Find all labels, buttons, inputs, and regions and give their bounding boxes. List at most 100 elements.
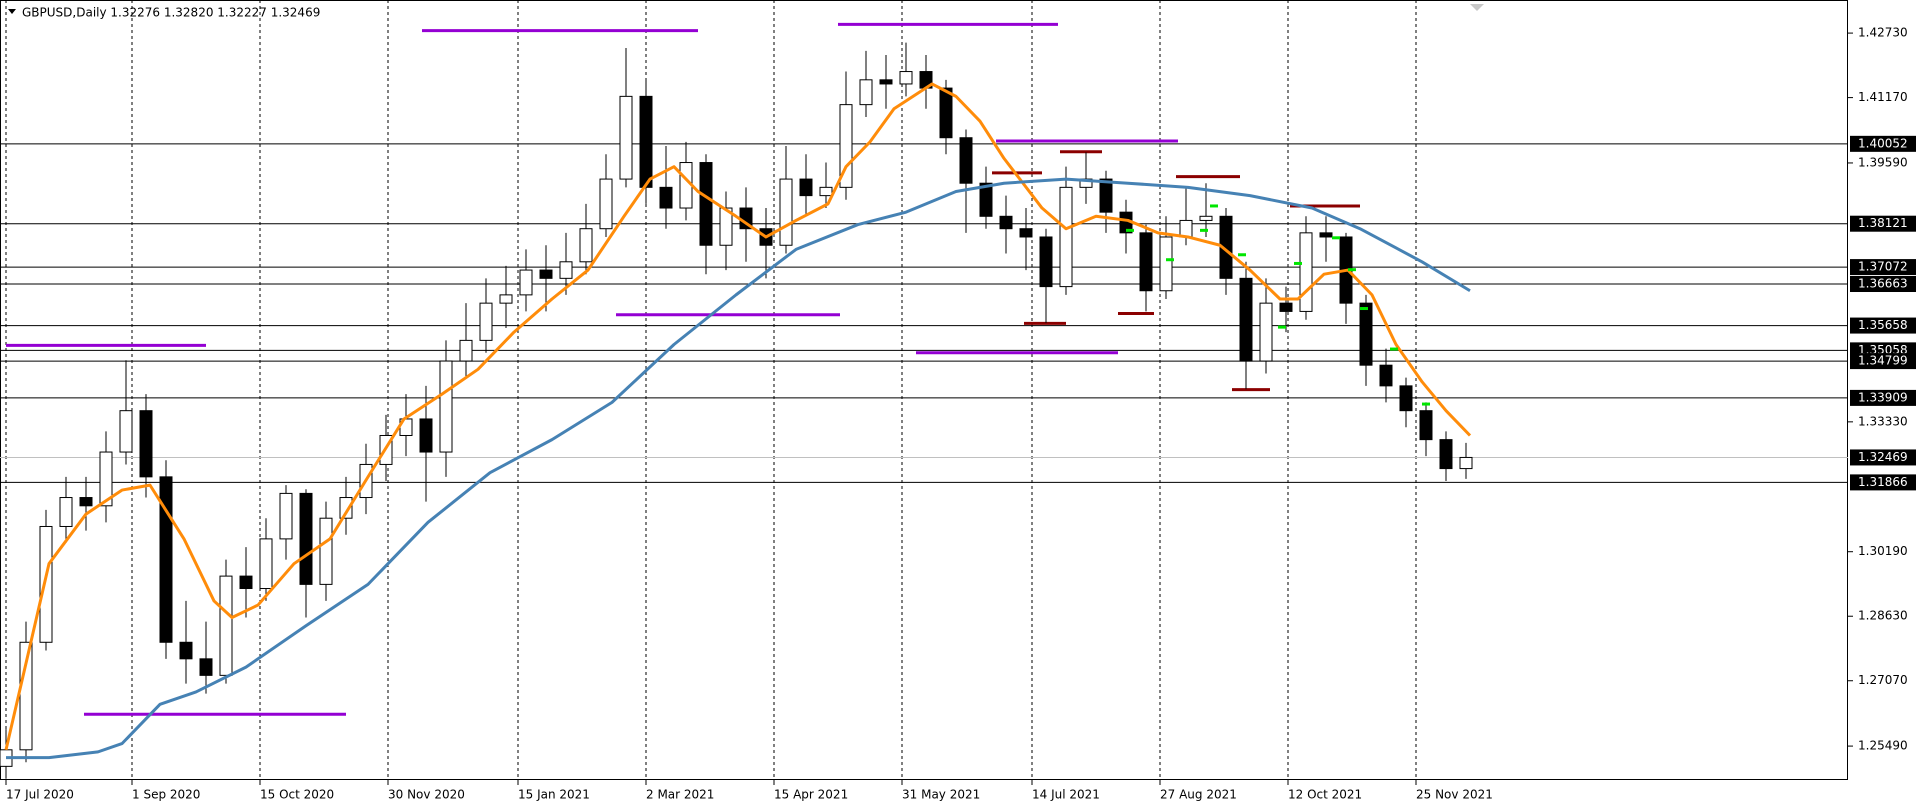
y-tick-label: 1.41170 [1858,90,1908,104]
candle-body [939,87,953,139]
candle-body [559,261,573,279]
candle-body [639,95,653,188]
candle-body [799,178,813,197]
candle-body [1459,456,1473,470]
candle-body [1159,236,1173,292]
y-tick-label: 1.25490 [1858,739,1908,753]
y-tick-label: 1.28630 [1858,609,1908,623]
candle-body [499,294,513,304]
candle-body [519,269,533,296]
candle-body [279,492,293,540]
price-label: 1.38121 [1858,216,1908,230]
candle-body [979,182,993,217]
candle-body [259,538,273,590]
candle-body [1199,215,1213,221]
price-label-box [1850,215,1916,232]
candle-body [1319,232,1333,238]
candle-body [1359,302,1373,366]
candle-body [59,497,73,527]
chart-title: GBPUSD,Daily 1.32276 1.32820 1.32227 1.3… [22,6,320,20]
candle-body [479,302,493,341]
candle-body [1399,385,1413,412]
candle-body [219,575,233,676]
price-label: 1.31866 [1858,475,1908,489]
candle-body [839,104,853,188]
candle-body [659,186,673,209]
candle-body [599,178,613,230]
x-tick-label: 12 Oct 2021 [1288,788,1362,802]
candle-body [459,339,473,362]
price-label: 1.33909 [1858,390,1908,404]
x-tick-label: 25 Nov 2021 [1416,788,1493,802]
moving-average [6,177,1471,760]
x-tick-label: 17 Jul 2020 [6,788,74,802]
candle-body [299,492,313,585]
candle-body [1139,232,1153,292]
price-label-box [1850,449,1916,466]
x-tick-label: 1 Sep 2020 [132,788,200,802]
price-label-box [1850,317,1916,334]
candle-body [1179,219,1193,238]
shift-marker [1470,4,1484,11]
candle-body [1379,364,1393,387]
price-label-box [1850,353,1916,370]
candle-body [139,410,153,478]
candle-body [159,476,173,643]
moving-average [4,82,1472,751]
plot-frame [0,0,1848,780]
candle-body [119,410,133,453]
candle-body [1239,277,1253,362]
candle-body [199,658,213,676]
price-label: 1.34799 [1858,354,1908,368]
candle-body [1059,186,1073,288]
price-label-box [1850,259,1916,276]
candle-body [999,215,1013,230]
candle-body [419,418,433,453]
candle-body [319,517,333,585]
candle-body [1019,228,1033,238]
candle-body [179,641,193,660]
x-tick-label: 30 Nov 2020 [388,788,465,802]
candle-body [779,178,793,246]
candle-body [1219,215,1233,279]
candle-body [79,497,93,507]
candle-body [699,162,713,246]
x-tick-label: 15 Jan 2021 [518,788,590,802]
price-label: 1.32469 [1858,450,1908,464]
candle-body [1419,410,1433,441]
candle-body [339,497,353,519]
y-tick-label: 1.30190 [1858,544,1908,558]
symbol-menu[interactable] [8,9,16,14]
candle-body [1439,439,1453,470]
price-label: 1.35658 [1858,318,1908,332]
y-tick-label: 1.42730 [1858,26,1908,40]
candle-body [959,137,973,184]
y-tick-label: 1.39590 [1858,155,1908,169]
candle-body [819,186,833,197]
candle-body [1099,178,1113,213]
price-label-box [1850,135,1916,152]
candle-body [99,451,113,507]
candle-body [439,360,453,453]
candle-body [19,641,33,751]
candle-body [879,79,893,85]
price-label: 1.37072 [1858,260,1908,274]
y-tick-label: 1.27070 [1858,673,1908,687]
candle-body [39,525,53,643]
candle-body [859,79,873,106]
price-label: 1.40052 [1858,136,1908,150]
price-label-box [1850,474,1916,491]
x-tick-label: 15 Oct 2020 [260,788,334,802]
price-label-box [1850,276,1916,293]
candle-body [579,228,593,263]
candle-body [899,71,913,85]
x-tick-label: 14 Jul 2021 [1032,788,1100,802]
candle-body [1039,236,1053,288]
candle-body [1259,302,1273,362]
y-tick-label: 1.33330 [1858,414,1908,428]
x-tick-label: 2 Mar 2021 [646,788,714,802]
x-tick-label: 15 Apr 2021 [774,788,848,802]
candle-body [1279,302,1293,312]
